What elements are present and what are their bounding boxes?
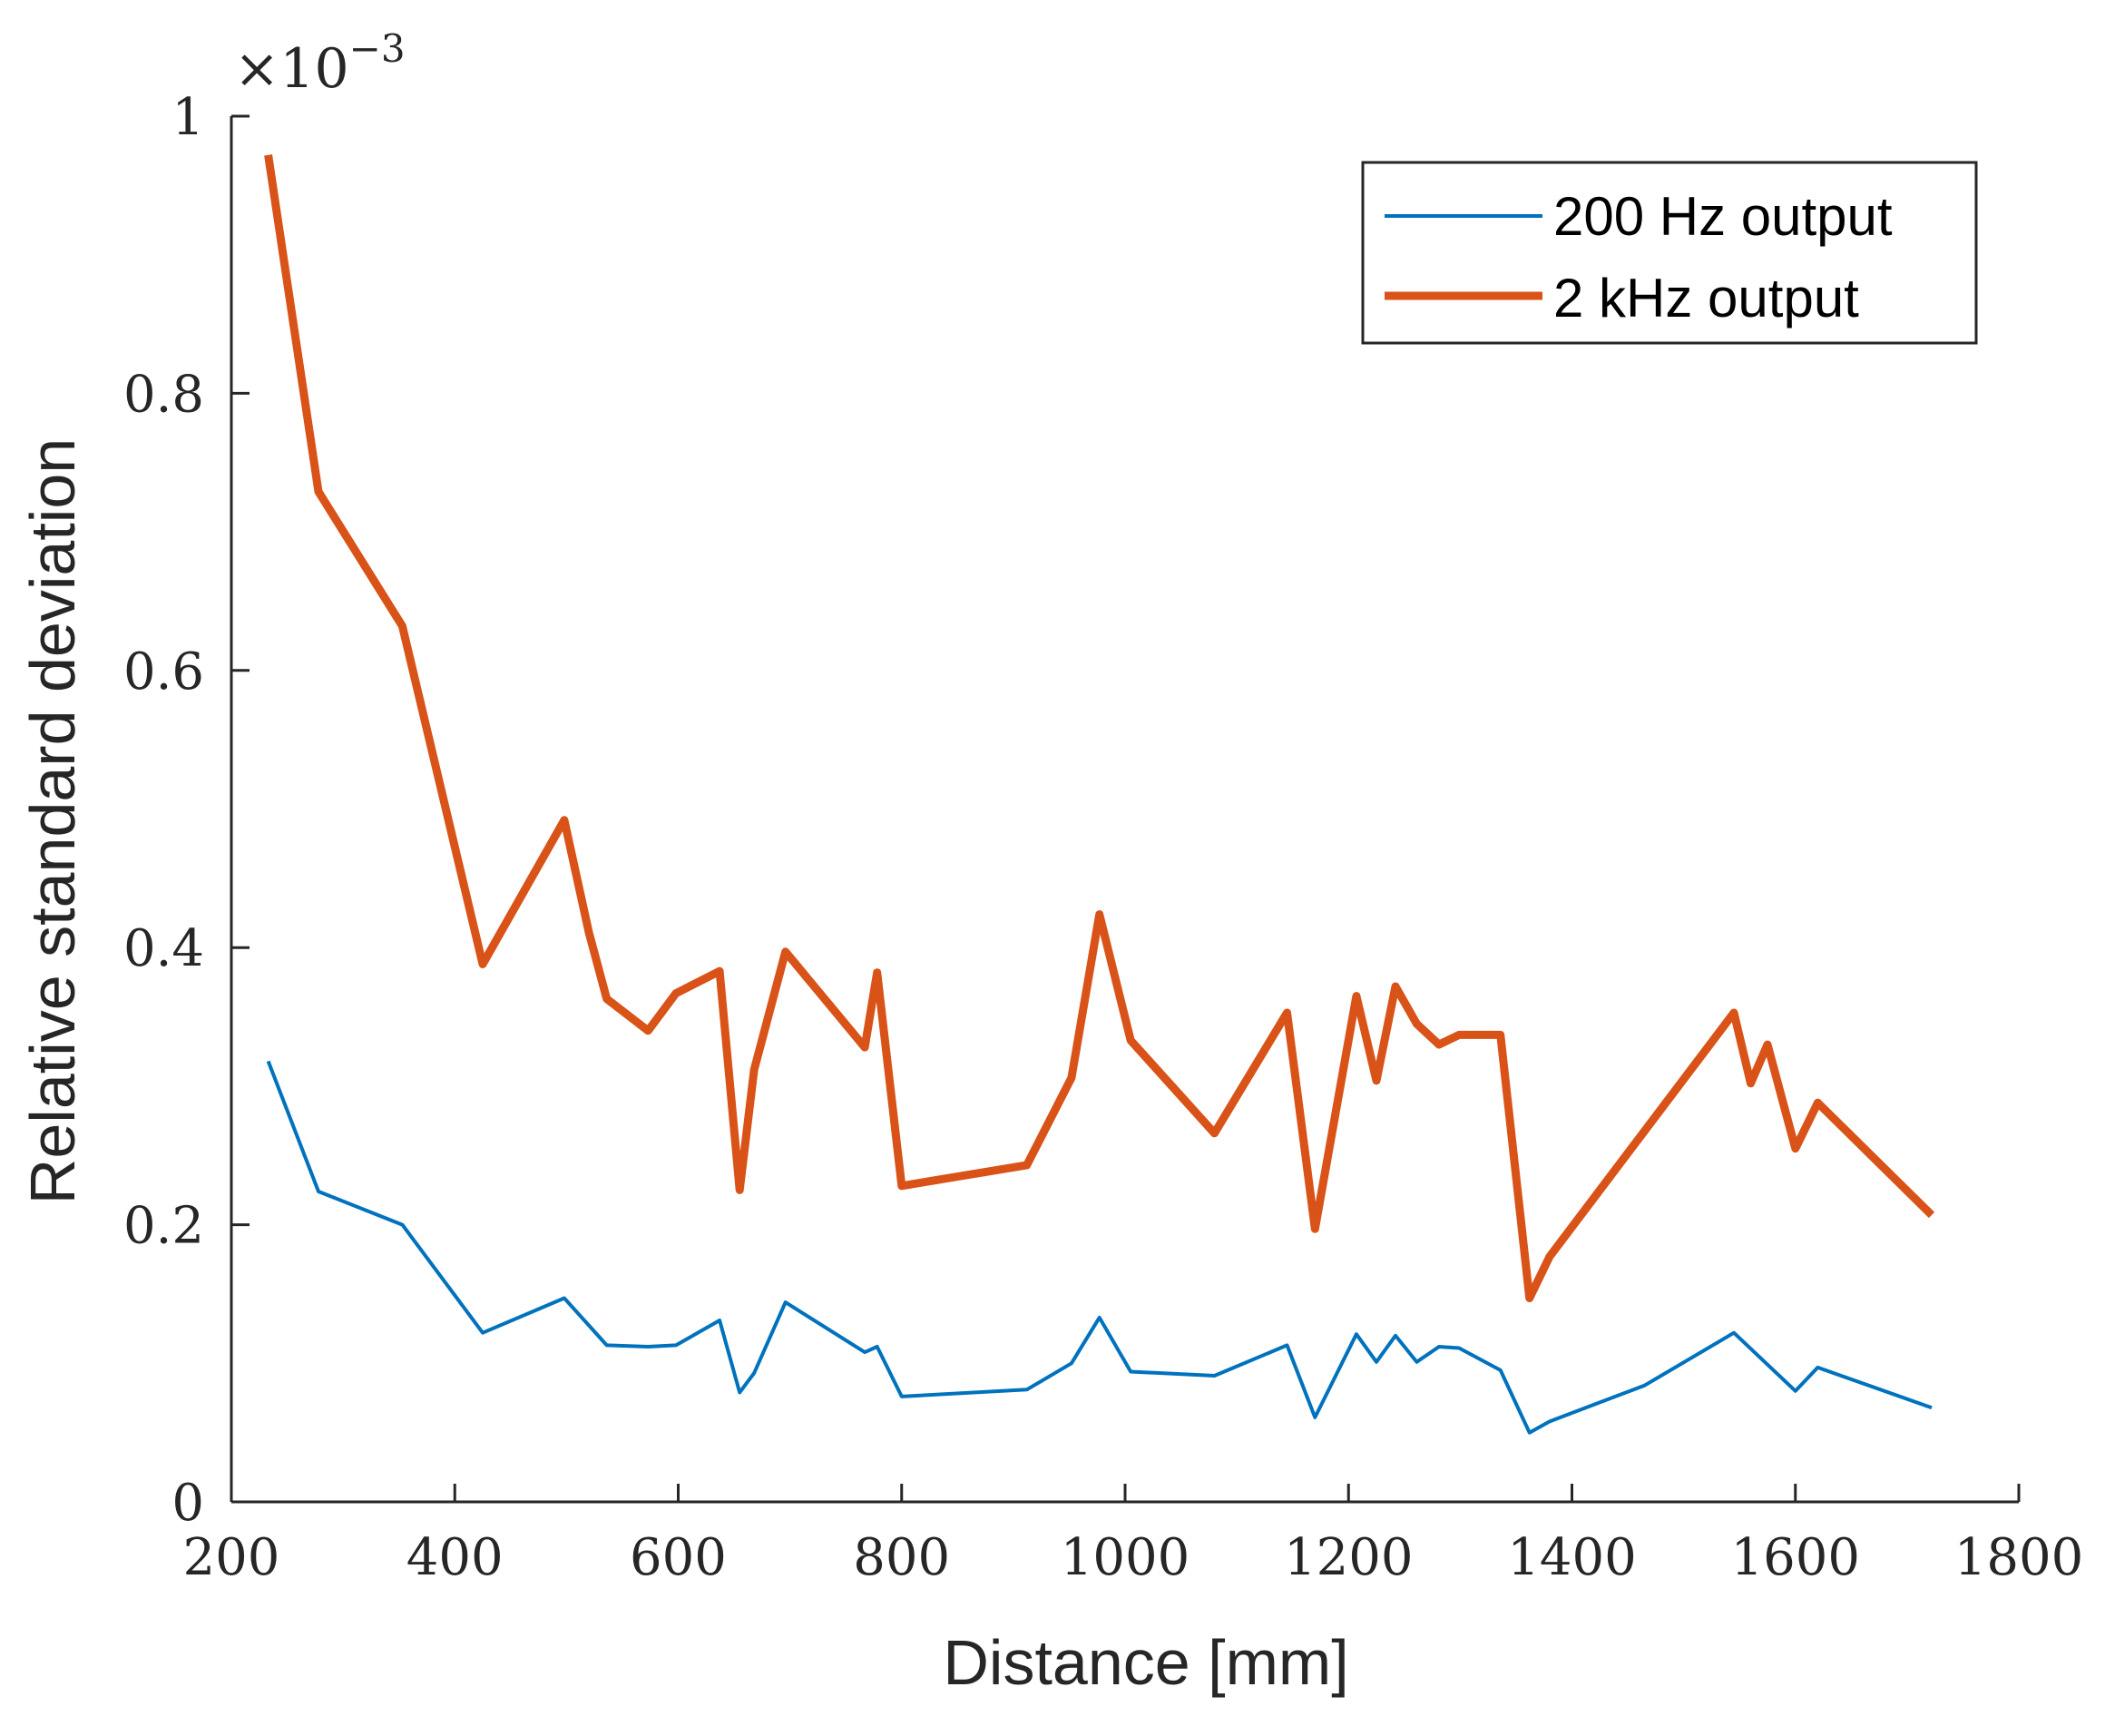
- x-tick-label: 1200: [1284, 1528, 1414, 1587]
- series-group: [264, 154, 1935, 1435]
- x-axis-label: Distance [mm]: [943, 1627, 1348, 1698]
- y-axis-label: Relative standard deviation: [17, 438, 88, 1204]
- legend: 200 Hz output 2 kHz output: [1361, 161, 1978, 345]
- x-tick-label: 1800: [1954, 1528, 2084, 1587]
- x-tick-label: 800: [853, 1528, 950, 1587]
- y-tick-label: 0.8: [123, 365, 204, 424]
- x-tick-label: 1000: [1061, 1528, 1190, 1587]
- legend-label-200hz: 200 Hz output: [1553, 186, 1893, 247]
- legend-label-2khz: 2 kHz output: [1553, 268, 1859, 329]
- y-tick-label: 0.4: [123, 919, 204, 978]
- y-axis-exponent: ×10−3: [234, 26, 406, 101]
- x-tick-label: 600: [630, 1528, 727, 1587]
- series-line-200hz: [266, 1060, 1933, 1435]
- x-tick-label: 1400: [1507, 1528, 1637, 1587]
- x-axis-ticks: 200 400 600 800 1000 1200 1400 1600 1800: [183, 1484, 2084, 1587]
- y-tick-label: 1: [171, 88, 204, 147]
- y-tick-label: 0.6: [123, 642, 204, 701]
- y-axis-ticks: 0 0.2 0.4 0.6 0.8 1: [123, 88, 250, 1533]
- legend-box: [1361, 161, 1978, 345]
- series-line-2khz: [264, 154, 1935, 1302]
- y-exponent-power: −3: [349, 26, 406, 71]
- x-tick-label: 200: [183, 1528, 280, 1587]
- y-tick-label: 0: [171, 1474, 204, 1533]
- x-tick-label: 1600: [1730, 1528, 1860, 1587]
- y-tick-label: 0.2: [123, 1197, 204, 1256]
- x-tick-label: 400: [406, 1528, 504, 1587]
- y-exponent-base: ×10: [234, 37, 349, 101]
